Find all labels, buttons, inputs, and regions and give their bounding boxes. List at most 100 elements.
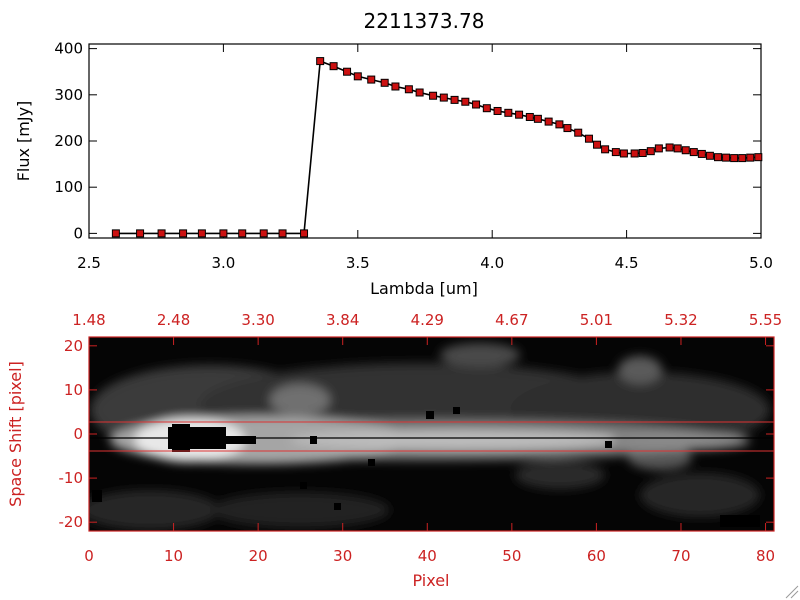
image-y-tick-label: -10 — [59, 469, 84, 487]
spectrum-point — [630, 149, 639, 158]
image-top-wavelength-label: 2.48 — [157, 311, 190, 329]
spectrum-point — [525, 112, 534, 121]
image-top-wavelength-label: 3.84 — [326, 311, 359, 329]
spectrum-point — [689, 148, 698, 157]
image-top-wavelength-label: 1.48 — [72, 311, 105, 329]
spectrum-y-tick-label: 400 — [54, 40, 83, 58]
spectrum-point — [219, 229, 228, 238]
spectrum-point — [533, 114, 542, 123]
image-y-tick-labels: -20 -10 0 10 20 — [59, 337, 84, 531]
spectrum-points — [111, 57, 763, 238]
image-top-wavelength-label: 4.67 — [495, 311, 528, 329]
spectrum-point — [482, 104, 491, 113]
spectrum-x-ticks — [88, 44, 762, 238]
spectral-image — [89, 337, 774, 531]
image-top-wavelength-label: 3.30 — [241, 311, 274, 329]
spectrum-point — [329, 62, 338, 71]
image-x-ticks — [88, 337, 767, 531]
image-x-tick-label: 40 — [418, 547, 437, 565]
image-top-wavelength-labels: 1.48 2.48 3.30 3.84 4.29 4.67 5.01 5.32 5.55 — [72, 311, 782, 329]
spectrum-x-tick-labels: 2.5 3.0 3.5 4.0 4.5 5.0 — [77, 254, 773, 272]
spectrum-point — [638, 149, 647, 158]
spectrum-point — [646, 147, 655, 156]
spectrum-point — [730, 154, 739, 163]
spectrum-x-tick-label: 4.5 — [615, 254, 639, 272]
spectrum-point — [515, 110, 524, 119]
spectrum-point — [654, 144, 663, 153]
image-top-wavelength-label: 5.32 — [664, 311, 697, 329]
image-y-tick-label: 20 — [64, 337, 83, 355]
image-y-axis-label: Space Shift [pixel] — [6, 361, 25, 507]
image-y-tick-label: 10 — [64, 381, 83, 399]
spectrum-point — [404, 85, 413, 94]
spectrum-x-tick-label: 5.0 — [749, 254, 773, 272]
spectrum-y-axis-label: Flux [mJy] — [14, 101, 33, 182]
spectrum-point — [681, 146, 690, 155]
image-top-wavelength-label: 5.01 — [580, 311, 613, 329]
spectrum-point — [722, 153, 731, 162]
spectrum-point — [754, 153, 763, 162]
image-x-axis-label: Pixel — [412, 571, 449, 590]
spectrum-point — [593, 140, 602, 149]
spectrum-point — [316, 57, 325, 66]
spectrum-point — [353, 72, 362, 81]
spectrum-plot-frame — [88, 43, 762, 239]
spectrum-point — [563, 124, 572, 133]
spectrum-x-tick-label: 3.5 — [346, 254, 370, 272]
image-x-tick-label: 60 — [587, 547, 606, 565]
spectrum-point — [619, 149, 628, 158]
spectrum-x-axis-label: Lambda [um] — [370, 279, 478, 298]
spectrum-point — [472, 100, 481, 109]
spectrum-point — [157, 229, 166, 238]
image-x-tick-labels: 0 10 20 30 40 50 60 70 80 — [84, 547, 775, 565]
spectrum-point — [343, 67, 352, 76]
spectrum-y-tick-labels: 0 100 200 300 400 — [54, 40, 83, 243]
spectrum-point — [300, 229, 309, 238]
spectrum-point — [673, 144, 682, 153]
spectrum-point — [391, 82, 400, 91]
image-x-tick-label: 30 — [333, 547, 352, 565]
spectrum-point — [429, 91, 438, 100]
spectrum-point — [439, 93, 448, 102]
image-y-ticks — [89, 345, 774, 523]
spectrum-point — [504, 108, 513, 117]
spectrum-y-tick-label: 200 — [54, 132, 83, 150]
resize-grip-icon[interactable] — [785, 585, 799, 599]
spectrum-point — [179, 229, 188, 238]
spectrum-point — [450, 95, 459, 104]
spectrum-point — [746, 153, 755, 162]
spectrum-y-ticks — [89, 48, 761, 234]
spectrum-point — [111, 229, 120, 238]
spectrum-x-tick-label: 3.0 — [211, 254, 235, 272]
spectrum-point — [238, 229, 247, 238]
spectrum-point — [611, 148, 620, 157]
image-y-tick-label: 0 — [73, 425, 83, 443]
spectrum-point — [367, 75, 376, 84]
image-x-tick-label: 80 — [756, 547, 775, 565]
spectrum-point — [197, 229, 206, 238]
spectrum-point — [278, 229, 287, 238]
image-x-tick-label: 20 — [249, 547, 268, 565]
image-x-tick-label: 0 — [84, 547, 94, 565]
image-x-tick-label: 10 — [164, 547, 183, 565]
spectrum-point — [544, 117, 553, 126]
spectrum-point — [705, 151, 714, 160]
spectrum-point — [738, 154, 747, 163]
image-top-wavelength-label: 5.55 — [749, 311, 782, 329]
spectrum-point — [415, 88, 424, 97]
spectrum-point — [584, 134, 593, 143]
spectrum-x-tick-label: 2.5 — [77, 254, 101, 272]
spectrum-point — [697, 149, 706, 158]
spectrum-point — [574, 128, 583, 137]
image-x-tick-label: 50 — [502, 547, 521, 565]
spectrum-panel: 2211373.78 2.5 3.0 3.5 4.0 4.5 5.0 0 100 200 300… — [14, 9, 773, 298]
spectrum-x-tick-label: 4.0 — [480, 254, 504, 272]
spectrum-point — [136, 229, 145, 238]
spectrum-y-tick-label: 300 — [54, 86, 83, 104]
spectrum-y-tick-label: 0 — [73, 224, 83, 242]
spectrum-point — [493, 106, 502, 115]
image-y-tick-label: -20 — [59, 513, 84, 531]
spectrum-point — [380, 78, 389, 87]
image-x-tick-label: 70 — [671, 547, 690, 565]
